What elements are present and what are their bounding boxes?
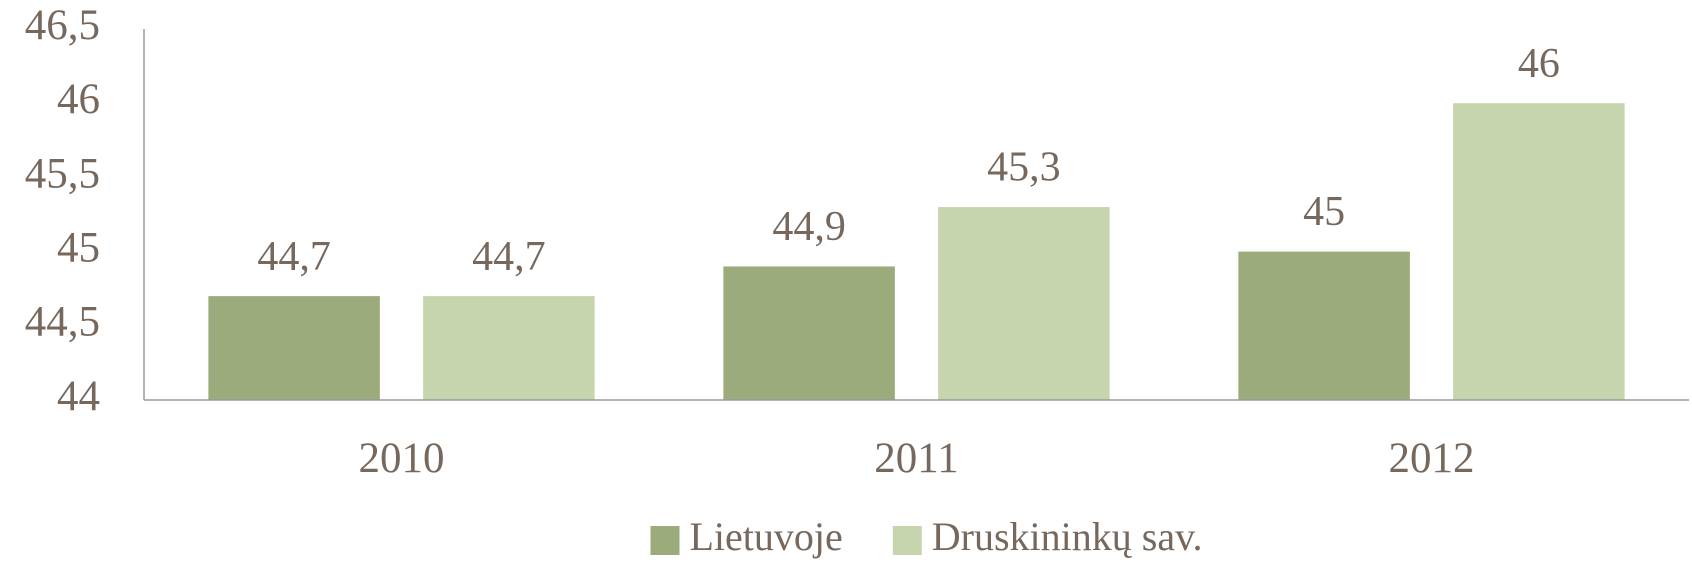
bar [1238,251,1410,400]
legend-label: Druskininkų sav. [932,514,1203,559]
legend-swatch [650,526,680,555]
x-tick-label: 2010 [359,435,445,482]
y-tick-label: 45 [57,224,100,271]
y-tick-label: 44 [57,373,100,420]
y-tick-label: 45,5 [25,150,100,197]
y-tick-label: 46 [57,76,100,123]
legend-label: Lietuvoje [689,514,842,559]
data-label: 44,9 [772,204,846,250]
legend-swatch [892,526,922,555]
data-label: 44,7 [472,234,546,280]
bar [723,266,895,400]
bar [1453,103,1625,400]
bar [938,207,1110,400]
data-label: 45,3 [987,145,1061,191]
bar [208,296,380,400]
bar [423,296,595,400]
data-label: 45 [1303,189,1345,235]
y-tick-label: 46,5 [25,2,100,49]
data-label: 44,7 [257,234,331,280]
y-tick-label: 44,5 [25,299,100,346]
x-tick-label: 2011 [874,435,958,482]
data-label: 46 [1518,41,1560,87]
x-tick-label: 2012 [1389,435,1475,482]
